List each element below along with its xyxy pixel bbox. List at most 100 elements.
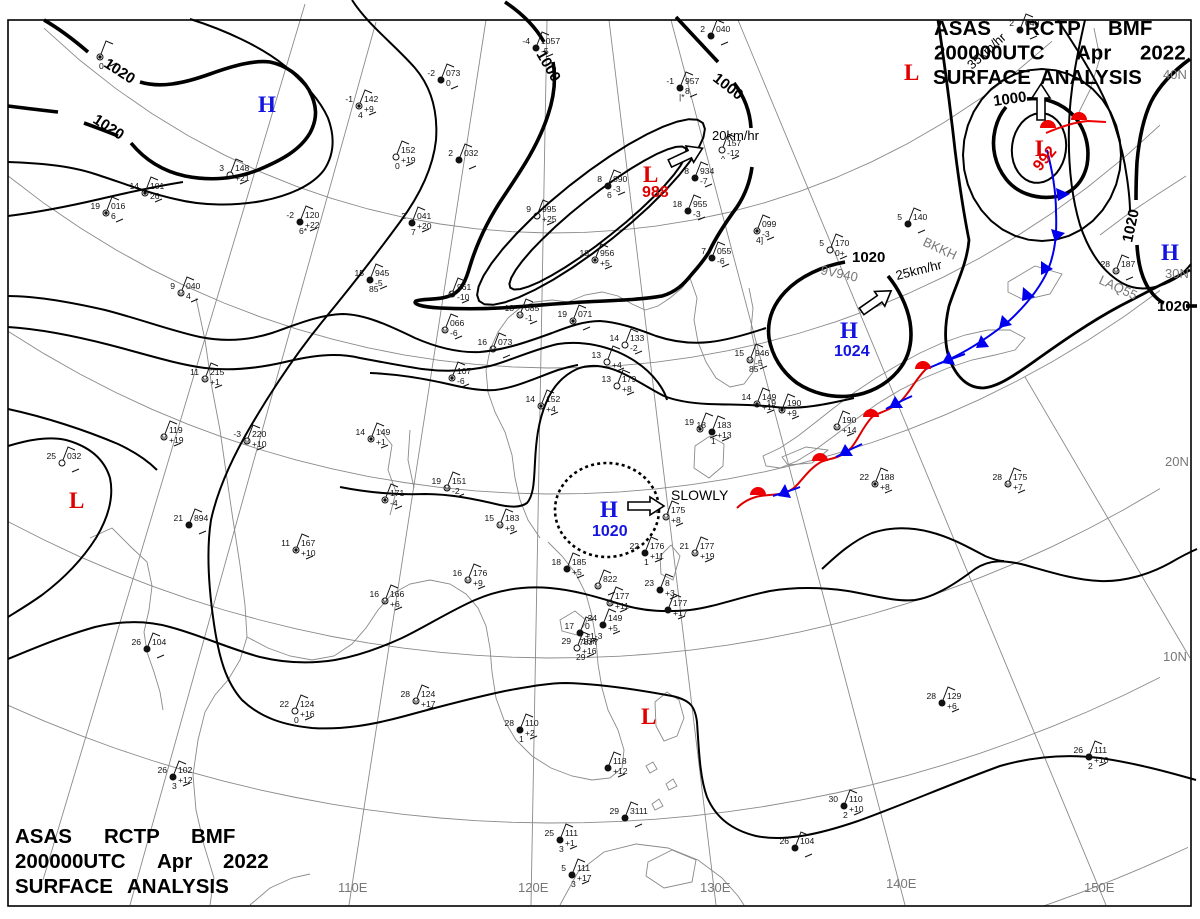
svg-text:1000: 1000 <box>992 88 1027 109</box>
svg-text:26: 26 <box>1073 745 1083 755</box>
svg-text:071: 071 <box>578 309 593 319</box>
svg-text:15: 15 <box>734 348 744 358</box>
svg-text:+7: +7 <box>1013 482 1023 492</box>
svg-text:+1: +1 <box>762 402 772 412</box>
svg-text:5: 5 <box>561 863 566 873</box>
svg-text:16: 16 <box>452 568 462 578</box>
svg-text:-3: -3 <box>613 184 621 194</box>
svg-text:988: 988 <box>642 184 669 201</box>
svg-text:175: 175 <box>1013 472 1028 482</box>
svg-text:+13: +13 <box>717 430 732 440</box>
svg-text:041: 041 <box>417 211 432 221</box>
svg-text:L: L <box>69 488 84 513</box>
svg-text:+8: +8 <box>880 482 890 492</box>
svg-text:955: 955 <box>693 199 708 209</box>
svg-text:2: 2 <box>700 24 705 34</box>
svg-text:19: 19 <box>684 417 694 427</box>
svg-text:RCTP: RCTP <box>104 825 160 848</box>
svg-text:142: 142 <box>364 94 379 104</box>
svg-text:+12: +12 <box>178 775 193 785</box>
svg-text:190: 190 <box>842 415 857 425</box>
svg-text:28: 28 <box>504 718 514 728</box>
svg-text:+17: +17 <box>673 608 688 618</box>
svg-text:30N: 30N <box>1165 266 1189 281</box>
svg-text:040: 040 <box>186 281 201 291</box>
svg-text:13: 13 <box>601 374 611 384</box>
svg-text:M: M <box>596 584 601 590</box>
svg-text:2: 2 <box>843 810 848 820</box>
svg-text:133: 133 <box>630 333 645 343</box>
svg-text:4: 4 <box>186 291 191 301</box>
svg-text:3: 3 <box>219 163 224 173</box>
svg-text:19: 19 <box>90 201 100 211</box>
svg-text:18: 18 <box>579 248 589 258</box>
svg-text:995: 995 <box>542 204 557 214</box>
svg-text:+4: +4 <box>612 360 622 370</box>
svg-text:177: 177 <box>673 598 688 608</box>
svg-text:957: 957 <box>685 76 700 86</box>
svg-text:111: 111 <box>1094 745 1107 755</box>
svg-text:21: 21 <box>173 513 183 523</box>
svg-text:-1: -1 <box>345 94 353 104</box>
svg-text:066: 066 <box>450 318 465 328</box>
svg-text:M: M <box>445 486 450 492</box>
svg-text:28: 28 <box>926 691 936 701</box>
svg-text:18: 18 <box>551 557 561 567</box>
svg-text:M: M <box>162 435 167 441</box>
svg-text:+10: +10 <box>252 439 267 449</box>
svg-text:H: H <box>840 318 858 343</box>
svg-text:148: 148 <box>235 163 250 173</box>
svg-text:152: 152 <box>401 145 416 155</box>
svg-text:+1: +1 <box>376 437 386 447</box>
svg-text:29: 29 <box>576 652 586 662</box>
svg-text:085: 085 <box>525 303 540 313</box>
svg-text:032: 032 <box>464 148 479 158</box>
svg-text:111: 111 <box>577 863 590 873</box>
svg-text:016: 016 <box>111 201 126 211</box>
svg-text:110: 110 <box>525 718 539 728</box>
svg-text:149: 149 <box>376 427 391 437</box>
svg-text:L: L <box>904 60 919 85</box>
svg-text:23: 23 <box>644 578 654 588</box>
svg-text:-3: -3 <box>693 209 701 219</box>
svg-text:M: M <box>443 328 448 334</box>
svg-text:17: 17 <box>564 621 574 631</box>
svg-text:-1: -1 <box>525 313 533 323</box>
svg-text:220: 220 <box>252 429 267 439</box>
svg-text:167: 167 <box>582 636 597 646</box>
svg-text:110: 110 <box>849 794 863 804</box>
svg-text:894: 894 <box>194 513 209 523</box>
svg-text:8: 8 <box>665 578 670 588</box>
svg-text:176: 176 <box>650 541 665 551</box>
svg-text:157: 157 <box>727 138 742 148</box>
svg-text:6*: 6* <box>299 226 308 236</box>
svg-text:22: 22 <box>279 699 289 709</box>
svg-text:-5: -5 <box>375 278 383 288</box>
svg-text:25: 25 <box>46 451 56 461</box>
svg-text:+1-3: +1-3 <box>585 631 603 641</box>
svg-text:1020: 1020 <box>592 523 628 540</box>
svg-text:1020: 1020 <box>1119 208 1143 244</box>
svg-text:+10: +10 <box>301 548 316 558</box>
svg-text:-12: -12 <box>727 148 740 158</box>
svg-text:200000UTC: 200000UTC <box>934 42 1045 65</box>
svg-text:183: 183 <box>717 420 732 430</box>
svg-text:+10: +10 <box>849 804 864 814</box>
svg-text:+6: +6 <box>390 599 400 609</box>
svg-text:+5: +5 <box>572 567 582 577</box>
svg-text:M: M <box>748 358 753 364</box>
svg-text:M: M <box>450 292 455 298</box>
svg-text:7: 7 <box>411 227 416 237</box>
svg-text:-2: -2 <box>427 68 435 78</box>
svg-text:890: 890 <box>613 174 628 184</box>
svg-text:3: 3 <box>571 879 576 889</box>
svg-text:7: 7 <box>701 246 706 256</box>
svg-text:14: 14 <box>525 394 535 404</box>
svg-text:+2: +2 <box>525 728 535 738</box>
svg-text:+1: +1 <box>210 377 220 387</box>
svg-text:M: M <box>414 699 419 705</box>
svg-text:RCTP: RCTP <box>1025 17 1081 40</box>
svg-text:8: 8 <box>597 174 602 184</box>
svg-text:-2: -2 <box>286 210 294 220</box>
svg-text:+21: +21 <box>235 173 250 183</box>
